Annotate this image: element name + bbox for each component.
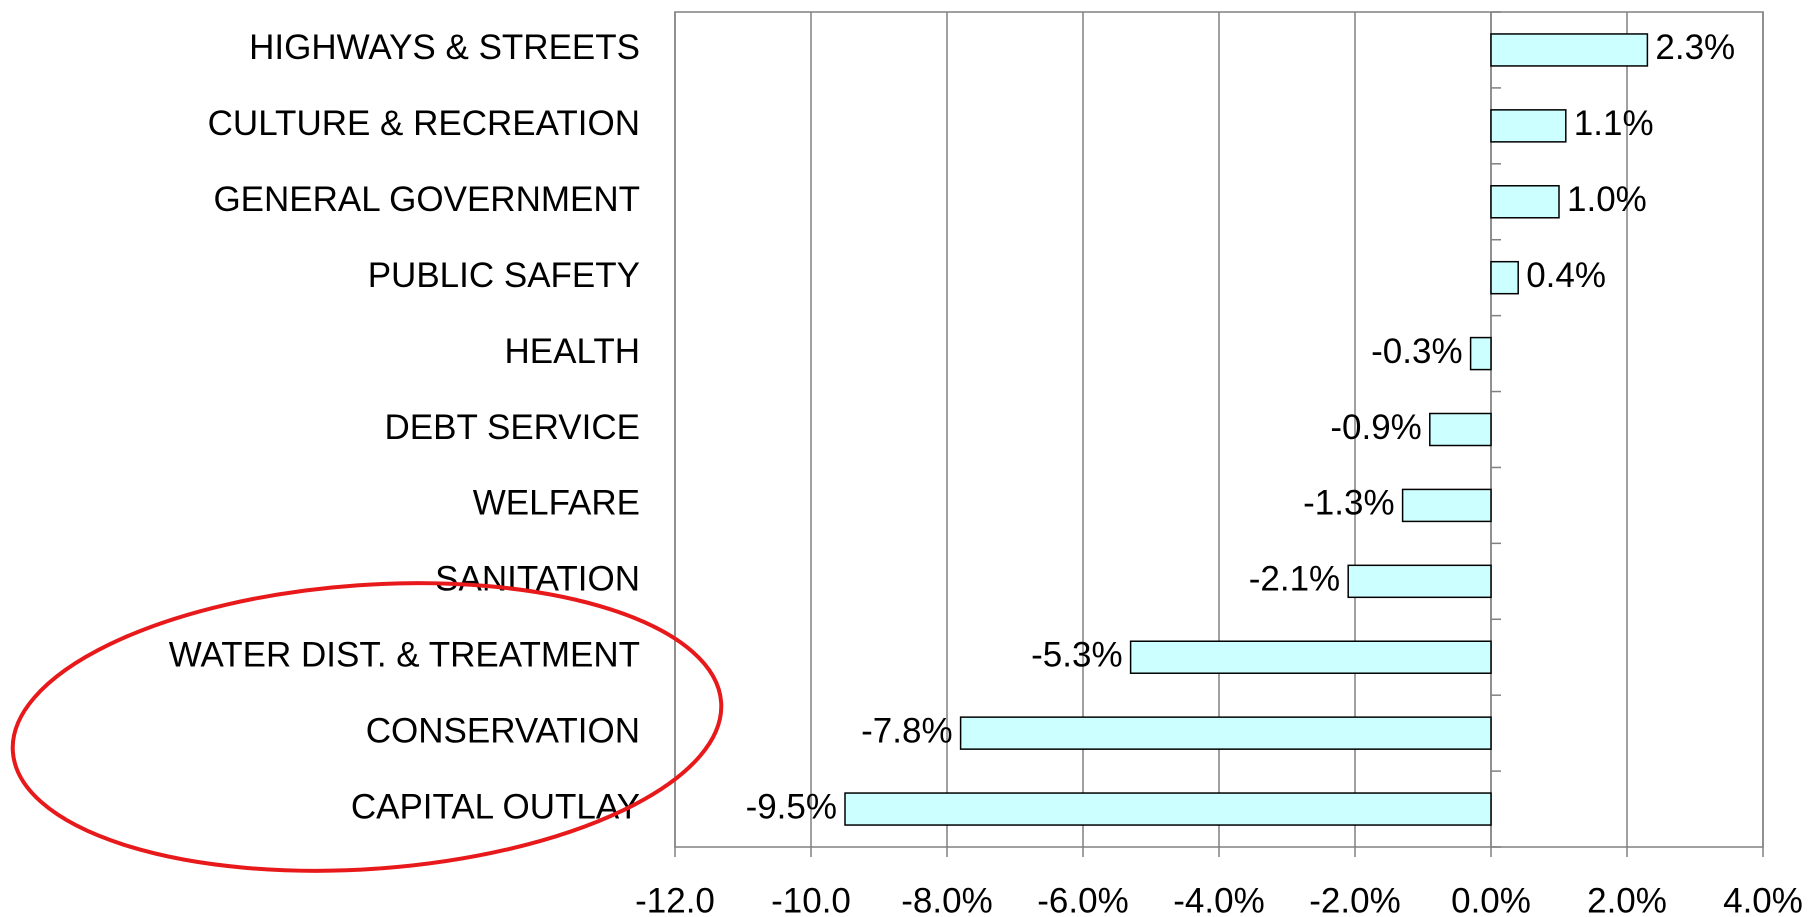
y-tick-label: HIGHWAYS & STREETS (249, 28, 640, 67)
bar (1347, 564, 1492, 599)
y-tick-label: CAPITAL OUTLAY (351, 787, 640, 826)
data-label: -1.3% (1303, 484, 1394, 523)
x-tick-label: -10.0 (771, 881, 851, 917)
x-tick-label: -12.0 (635, 881, 715, 917)
data-label: -7.8% (861, 711, 952, 750)
data-label: 1.1% (1574, 104, 1654, 143)
y-tick-label: WELFARE (473, 484, 640, 523)
bar (844, 792, 1492, 826)
x-tick-label: -4.0% (1173, 881, 1264, 917)
data-label: -9.5% (746, 787, 837, 826)
x-tick-label: -6.0% (1037, 881, 1128, 917)
bar (1490, 185, 1560, 219)
y-tick-label: CONSERVATION (366, 711, 640, 750)
data-label: -2.1% (1249, 560, 1340, 599)
y-tick-label: PUBLIC SAFETY (368, 256, 640, 295)
bar (1429, 412, 1492, 447)
y-tick-label: DEBT SERVICE (385, 408, 640, 447)
data-label: -0.9% (1330, 408, 1421, 447)
x-tick-label: 4.0% (1723, 881, 1803, 917)
y-tick-label: WATER DIST. & TREATMENT (169, 635, 640, 674)
data-label: -5.3% (1031, 635, 1122, 674)
annotation-ellipse (10, 581, 724, 873)
x-tick-label: -8.0% (901, 881, 992, 917)
y-tick-label: GENERAL GOVERNMENT (213, 180, 640, 219)
x-tick-label: 0.0% (1451, 881, 1531, 917)
bar (1129, 640, 1492, 674)
data-label: -0.3% (1371, 332, 1462, 371)
bar (1401, 488, 1492, 523)
x-tick-label: -2.0% (1309, 881, 1400, 917)
y-tick-label: CULTURE & RECREATION (208, 104, 640, 143)
bar (1490, 260, 1519, 295)
y-tick-label: HEALTH (505, 332, 641, 371)
x-tick-label: 2.0% (1587, 881, 1667, 917)
data-label: 2.3% (1655, 28, 1735, 67)
bar (959, 716, 1492, 750)
bar (1490, 109, 1567, 143)
bar (1490, 33, 1649, 67)
data-label: 0.4% (1526, 256, 1606, 295)
bar (1469, 336, 1492, 371)
data-label: 1.0% (1567, 180, 1647, 219)
